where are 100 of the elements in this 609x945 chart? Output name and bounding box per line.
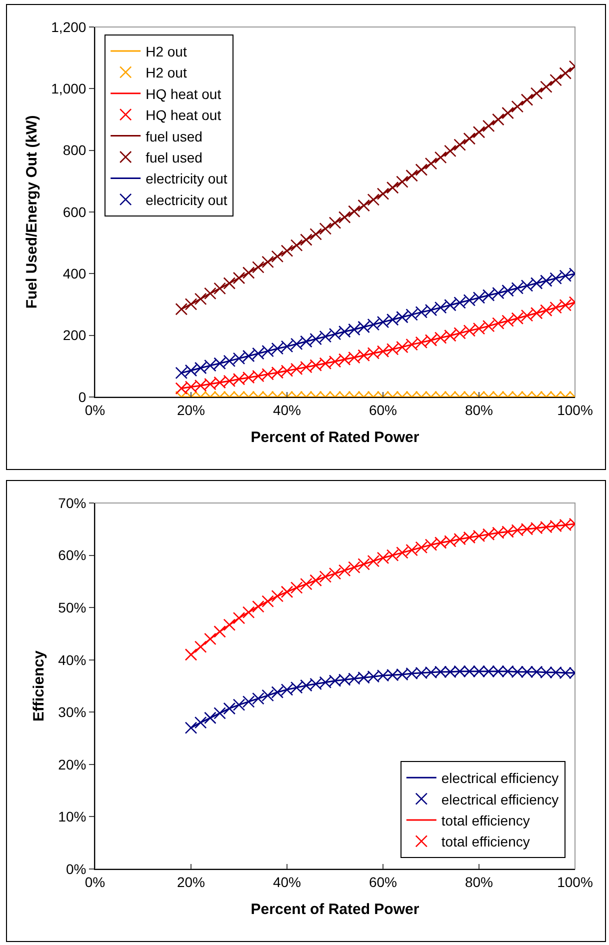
point (530, 87, 543, 100)
legend-label: electricity out (146, 170, 228, 187)
point (502, 106, 514, 120)
point (520, 94, 534, 106)
y-tick-label: 20% (58, 756, 86, 772)
y-tick-label: 400 (62, 266, 86, 282)
point (184, 648, 198, 661)
legend-label: fuel used (146, 149, 202, 166)
point (232, 272, 246, 284)
point (348, 205, 360, 218)
point (175, 302, 188, 316)
x-tick-label: 60% (368, 402, 398, 418)
legend-label: electrical efficiency (441, 791, 559, 808)
point (204, 712, 216, 724)
y-tick-label: 10% (58, 808, 86, 825)
point (242, 696, 255, 708)
point (290, 582, 303, 594)
point (280, 586, 294, 598)
x-tick-label: 100% (557, 874, 593, 890)
y-tick-label: 30% (58, 704, 86, 720)
point (262, 595, 274, 608)
point (358, 558, 370, 570)
point (367, 194, 380, 206)
point (271, 250, 284, 263)
point (348, 561, 360, 574)
x-tick-label: 20% (176, 874, 206, 890)
legend-label: HQ heat out (146, 86, 222, 102)
point (328, 216, 342, 229)
point (310, 228, 322, 240)
y-tick-label: 800 (62, 142, 86, 158)
point (184, 722, 198, 734)
point (214, 282, 226, 295)
legend-label: HQ heat out (146, 107, 222, 124)
point (300, 234, 312, 246)
y-tick-label: 0% (66, 860, 86, 877)
point (319, 570, 332, 583)
point (223, 277, 236, 290)
y-tick-label: 70% (58, 494, 86, 511)
point (252, 600, 264, 613)
point (559, 67, 572, 80)
point (194, 292, 207, 306)
y-tick-label: 200 (62, 327, 86, 344)
legend-label: electricity out (146, 192, 228, 208)
point (242, 606, 255, 618)
point (242, 266, 255, 279)
x-tick-label: 0% (84, 402, 106, 418)
point (454, 138, 466, 151)
y-tick-label: 1,000 (51, 80, 86, 97)
y-tick-label: 0 (78, 388, 86, 405)
y-axis-title: Fuel Used/Energy Out (kW) (23, 115, 40, 309)
point (492, 113, 504, 126)
point (540, 80, 552, 93)
point (223, 702, 236, 715)
point (310, 574, 322, 587)
legend-label: fuel used (146, 128, 202, 144)
y-axis-title: Efficiency (30, 650, 48, 722)
point (280, 244, 294, 257)
point (482, 120, 495, 132)
point (434, 151, 447, 164)
point (194, 640, 207, 653)
point (204, 632, 216, 646)
y-tick-label: 600 (62, 204, 86, 220)
legend-label: H2 out (146, 64, 187, 81)
point (271, 590, 284, 602)
x-tick-label: 60% (368, 874, 398, 890)
point (262, 689, 274, 702)
y-tick-label: 40% (58, 652, 86, 668)
x-tick-label: 80% (464, 402, 494, 418)
point (214, 707, 226, 720)
legend-label: H2 out (146, 43, 187, 60)
legend-label: total efficiency (441, 812, 530, 828)
point (232, 698, 246, 711)
point (252, 261, 264, 274)
point (367, 554, 380, 568)
x-tick-label: 80% (464, 874, 494, 890)
point (424, 157, 438, 170)
legend-label: electrical efficiency (441, 770, 559, 786)
point (184, 298, 198, 310)
point (472, 126, 486, 138)
point (338, 211, 351, 224)
y-tick-label: 60% (58, 547, 86, 564)
point (194, 716, 207, 729)
point (328, 567, 342, 580)
point (463, 132, 476, 145)
x-tick-label: 0% (84, 874, 106, 890)
point (444, 144, 456, 158)
x-axis-title: Percent of Rated Power (250, 900, 420, 918)
point (300, 578, 312, 590)
point (319, 222, 332, 235)
point (511, 100, 524, 113)
point (204, 287, 216, 300)
point (232, 612, 246, 624)
point (550, 74, 562, 86)
point (214, 625, 226, 638)
x-tick-label: 100% (557, 402, 593, 418)
point (290, 239, 303, 252)
point (406, 169, 418, 182)
point (396, 176, 408, 188)
point (386, 181, 399, 194)
point (223, 618, 236, 631)
